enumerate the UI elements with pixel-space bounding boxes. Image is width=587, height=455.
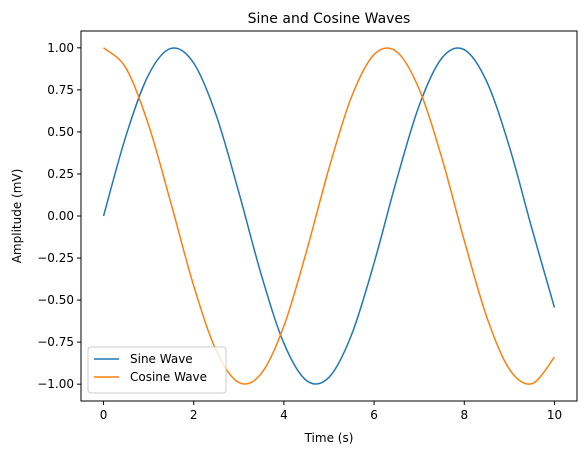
plot-frame (80, 30, 578, 402)
legend-box (87, 346, 227, 394)
x-axis-label: Time (s) (304, 431, 354, 445)
x-tick-label: 10 (547, 408, 562, 422)
x-tick-label: 4 (280, 408, 288, 422)
x-axis: 0 2 4 6 8 10 (100, 401, 562, 422)
x-tick-label: 6 (370, 408, 378, 422)
y-tick-label: 0.00 (47, 209, 74, 223)
y-tick-label: 1.00 (47, 41, 74, 55)
legend-label: Sine Wave (130, 352, 193, 366)
plot-lines (102, 47, 556, 385)
y-tick-label: −0.75 (37, 335, 74, 349)
y-tick-label: 0.25 (47, 167, 74, 181)
chart-title: Sine and Cosine Waves (248, 11, 411, 27)
legend-label: Cosine Wave (130, 370, 207, 384)
y-tick-label: 0.75 (47, 83, 74, 97)
y-axis-label: Amplitude (mV) (10, 169, 24, 264)
y-tick-label: −0.25 (37, 251, 74, 265)
y-tick-label: −0.50 (37, 293, 74, 307)
x-tick-label: 0 (100, 408, 108, 422)
y-axis: −1.00 −0.75 −0.50 −0.25 0.00 0.25 0.50 0.75 1.00 (37, 41, 81, 391)
x-tick-label: 8 (460, 408, 468, 422)
x-tick-label: 2 (190, 408, 198, 422)
series-line-sine (102, 47, 556, 385)
y-tick-label: −1.00 (37, 377, 74, 391)
y-tick-label: 0.50 (47, 125, 74, 139)
legend: Sine Wave Cosine Wave (87, 346, 227, 394)
plot-area (81, 31, 577, 401)
series-line-cosine (103, 47, 556, 385)
